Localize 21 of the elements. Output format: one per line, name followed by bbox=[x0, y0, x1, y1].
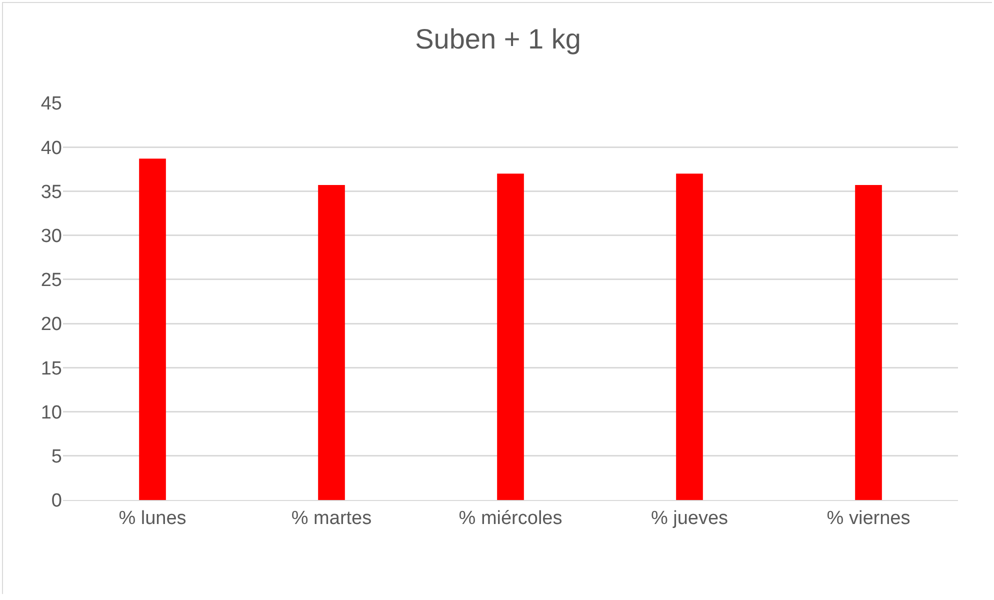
y-tick-label: 40 bbox=[40, 138, 62, 159]
y-tick-label: 45 bbox=[40, 94, 62, 115]
x-tick-label: % viernes bbox=[826, 508, 910, 529]
bar bbox=[855, 185, 882, 500]
x-tick-label: % jueves bbox=[650, 508, 728, 529]
y-tick-label: 10 bbox=[40, 402, 62, 424]
x-tick-label: % lunes bbox=[118, 508, 186, 529]
y-tick-label: 35 bbox=[40, 182, 62, 203]
bar bbox=[676, 174, 703, 500]
bar bbox=[497, 174, 524, 500]
x-tick-label: % miércoles bbox=[458, 508, 562, 529]
y-tick-label: 30 bbox=[40, 226, 62, 247]
y-tick-label: 5 bbox=[51, 446, 62, 468]
y-tick-label: 20 bbox=[40, 314, 62, 336]
x-tick-label: % martes bbox=[291, 508, 372, 529]
bar bbox=[318, 185, 345, 500]
y-tick-label: 25 bbox=[40, 270, 62, 292]
y-tick-label: 15 bbox=[40, 358, 62, 380]
bar bbox=[139, 158, 166, 500]
chart-title: Suben + 1 kg bbox=[415, 23, 581, 54]
y-tick-label: 0 bbox=[51, 490, 62, 512]
